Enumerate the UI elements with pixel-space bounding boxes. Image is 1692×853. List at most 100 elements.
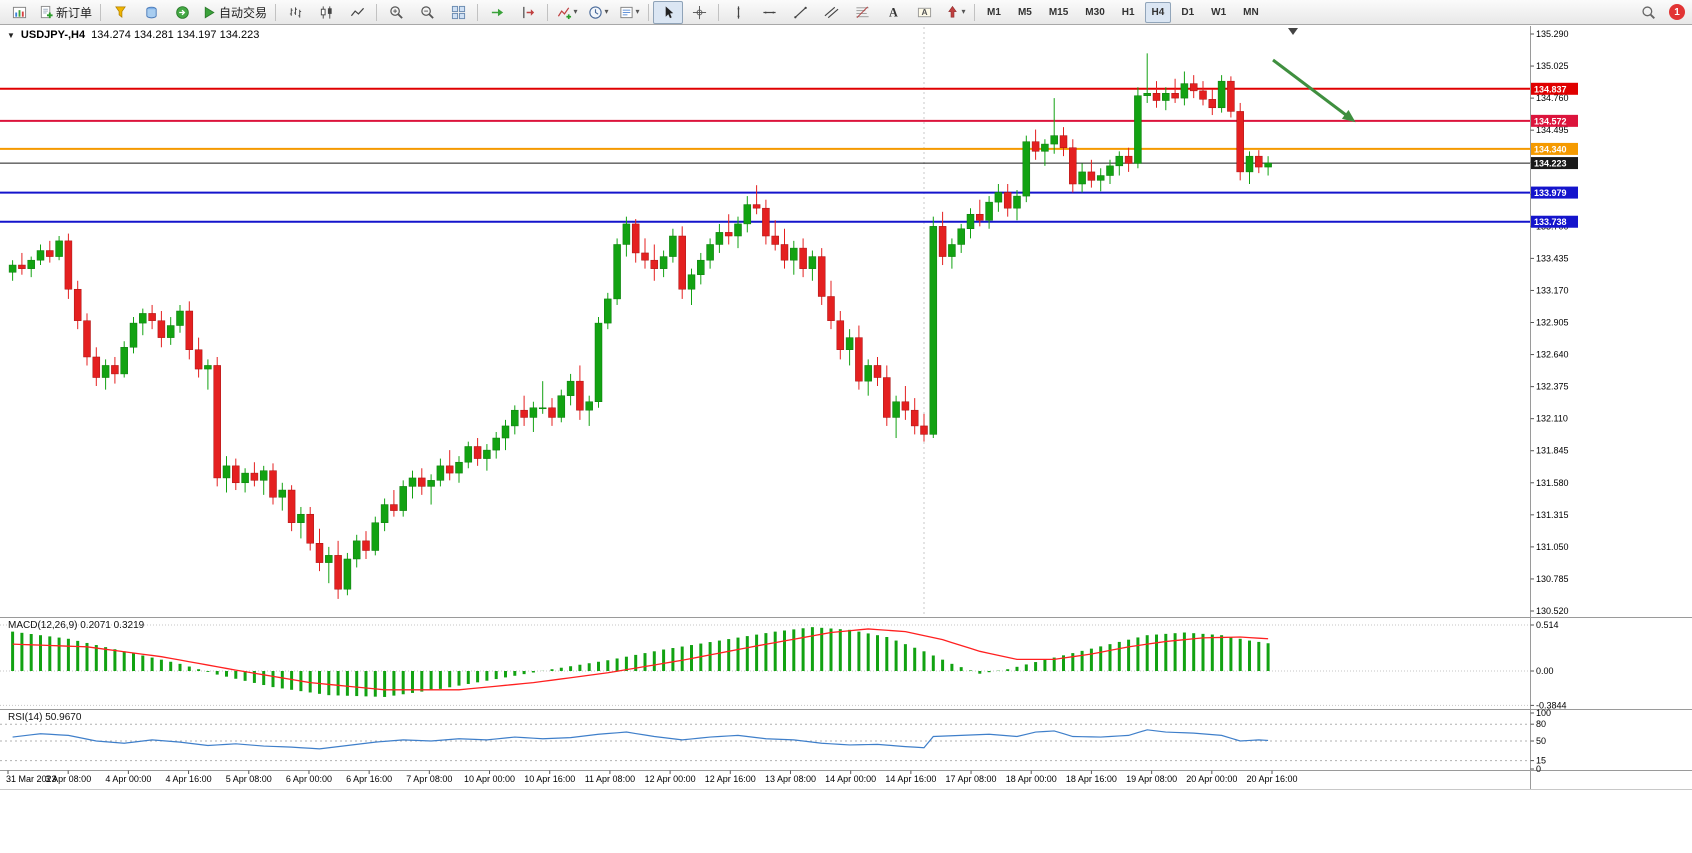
autotrading-label: 自动交易 — [219, 5, 268, 20]
text-button[interactable]: A — [878, 1, 908, 24]
crosshair-button[interactable] — [684, 1, 714, 24]
chart-shift-marker[interactable] — [1288, 28, 1298, 35]
zoom-out-button[interactable] — [412, 1, 442, 24]
horizontal-line-button[interactable] — [754, 1, 784, 24]
price-tick-label: 134.495 — [1536, 125, 1569, 135]
candle — [92, 356, 101, 378]
candle — [1069, 147, 1077, 185]
dropdown-caret-icon: ▾ — [961, 7, 966, 16]
timeframe-m15-button[interactable]: M15 — [1048, 6, 1069, 18]
candle — [111, 365, 119, 375]
timeframe-h1-button[interactable]: H1 — [1121, 6, 1135, 18]
new-order-button[interactable]: 新订单 — [35, 1, 96, 24]
strategy-tester-button[interactable] — [167, 1, 197, 24]
chart-shift-icon — [522, 6, 534, 18]
time-tick-label: 6 Apr 00:00 — [286, 774, 332, 784]
candle — [492, 437, 500, 451]
line-chart-button[interactable] — [342, 1, 372, 24]
candle — [855, 337, 863, 382]
new-chart-button[interactable] — [4, 1, 34, 24]
arrow-object-head[interactable] — [1341, 109, 1356, 123]
notifications-badge[interactable]: 1 — [1669, 4, 1685, 20]
candle — [1115, 155, 1124, 167]
text-label-button[interactable]: A — [909, 1, 939, 24]
time-tick-label: 18 Apr 16:00 — [1066, 774, 1117, 784]
timeframe-h4-button[interactable]: H4 — [1144, 1, 1172, 23]
vertical-line-button[interactable] — [723, 1, 753, 24]
candle — [204, 365, 212, 370]
metaeditor-button[interactable] — [105, 1, 135, 24]
macd-tick-label: 0.514 — [1536, 620, 1559, 630]
fibonacci-button[interactable] — [847, 1, 877, 24]
price-badge-label: 134.223 — [1534, 159, 1567, 169]
candle — [1236, 111, 1244, 173]
timeframe-w1-button[interactable]: W1 — [1211, 6, 1227, 18]
arrows-button[interactable]: ▾ — [940, 1, 970, 24]
candle — [511, 409, 519, 427]
candle — [343, 558, 352, 590]
one-click-trading-toggle[interactable]: ▼ — [7, 30, 15, 40]
candle — [362, 540, 370, 551]
candle — [520, 409, 528, 418]
chart-canvas[interactable]: 135.290135.025134.760134.495134.230133.9… — [0, 25, 1692, 853]
timeframe-mn-button[interactable]: MN — [1243, 6, 1259, 18]
svg-text:A: A — [921, 7, 927, 17]
candle — [929, 226, 938, 435]
indicators-button[interactable]: ▾ — [552, 1, 582, 24]
profiles-button[interactable] — [136, 1, 166, 24]
time-tick-label: 12 Apr 00:00 — [645, 774, 696, 784]
fibonacci-icon — [855, 6, 869, 18]
bar-chart-button[interactable] — [280, 1, 310, 24]
candle — [771, 235, 779, 245]
candle — [306, 513, 314, 544]
cursor-button[interactable] — [653, 0, 684, 24]
time-tick-label: 10 Apr 16:00 — [524, 774, 575, 784]
time-tick-label: 4 Apr 16:00 — [166, 774, 212, 784]
candle — [734, 223, 742, 237]
equidistant-channel-button[interactable] — [816, 1, 846, 24]
time-tick-label: 10 Apr 00:00 — [464, 774, 515, 784]
candle — [64, 240, 73, 290]
toolbar: 新订单 自动交易 ▾ ▾ ▾ A A ▾ M1 M5 M15 M30 H1 H4 D1 W1 MN 1 — [0, 0, 1692, 25]
candle — [1050, 135, 1058, 145]
timeframe-m1-button[interactable]: M1 — [987, 6, 1001, 18]
candle — [724, 232, 733, 237]
macd-signal-line — [12, 628, 1269, 691]
periods-button[interactable]: ▾ — [583, 1, 613, 24]
chart-shift-button[interactable] — [513, 1, 543, 24]
autotrading-button[interactable]: 自动交易 — [198, 1, 271, 24]
trendline-button[interactable] — [785, 1, 815, 24]
candle — [185, 310, 194, 350]
candle — [1152, 93, 1161, 101]
candle — [631, 223, 640, 254]
dropdown-caret-icon: ▾ — [573, 7, 578, 16]
rsi-tick-label: 80 — [1536, 719, 1546, 729]
candle — [957, 228, 965, 245]
timeframe-d1-button[interactable]: D1 — [1181, 6, 1195, 18]
price-tick-label: 133.170 — [1536, 285, 1569, 295]
candle — [641, 252, 649, 261]
candle — [613, 244, 621, 300]
candle — [622, 223, 631, 245]
zoom-in-button[interactable] — [381, 1, 411, 24]
candle — [473, 446, 482, 459]
timeframe-m30-button[interactable]: M30 — [1085, 6, 1105, 18]
candle — [455, 461, 463, 474]
crosshair-icon — [692, 5, 706, 19]
templates-button[interactable]: ▾ — [614, 1, 644, 24]
search-button[interactable] — [1633, 1, 1663, 24]
candle — [901, 401, 910, 411]
candle — [1245, 155, 1254, 173]
candle — [948, 244, 956, 257]
timeframe-m5-button[interactable]: M5 — [1017, 6, 1032, 18]
candle — [325, 555, 333, 563]
candlestick-chart-button[interactable] — [311, 1, 341, 24]
arrow-object-line[interactable] — [1272, 58, 1347, 117]
candle — [297, 513, 305, 523]
candle — [938, 226, 947, 257]
dropdown-caret-icon: ▾ — [604, 7, 609, 16]
price-tick-label: 132.905 — [1536, 318, 1569, 328]
tile-windows-button[interactable] — [443, 1, 473, 24]
auto-scroll-button[interactable] — [482, 1, 512, 24]
candle — [920, 425, 928, 435]
